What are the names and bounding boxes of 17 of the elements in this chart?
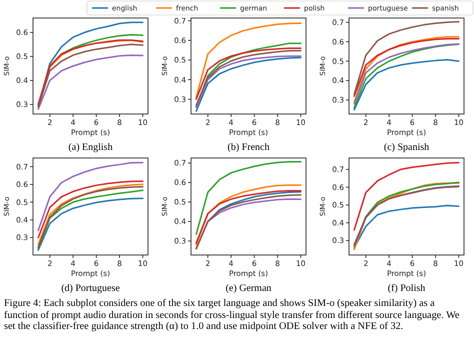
line-series bbox=[37, 198, 144, 251]
line-series bbox=[37, 162, 144, 232]
line-series bbox=[37, 180, 144, 238]
line-series bbox=[353, 20, 460, 95]
line-series bbox=[37, 54, 144, 110]
text: (d) Portuguese bbox=[61, 283, 120, 294]
line-series bbox=[195, 22, 302, 98]
line-series bbox=[353, 59, 460, 110]
text: (f) Polish bbox=[388, 283, 426, 294]
line-series bbox=[353, 204, 460, 248]
text: (a) English bbox=[68, 142, 113, 153]
caption: Figure 4: Each subplot considers one of the six target language and shows SIM-o (speaker similarity) as a function of prompt audio duration in seconds for cross-lingual style transfer from different source language. We set the classifier-free guidance strength (α) to 1.0 and use midpoint ODE solver with a NFE of 32. bbox=[4, 298, 460, 333]
line-series bbox=[195, 160, 302, 235]
text: (e) German bbox=[226, 283, 272, 294]
text: (c) Spanish bbox=[384, 142, 430, 153]
line-series bbox=[353, 162, 460, 231]
text: (b) French bbox=[228, 142, 270, 153]
